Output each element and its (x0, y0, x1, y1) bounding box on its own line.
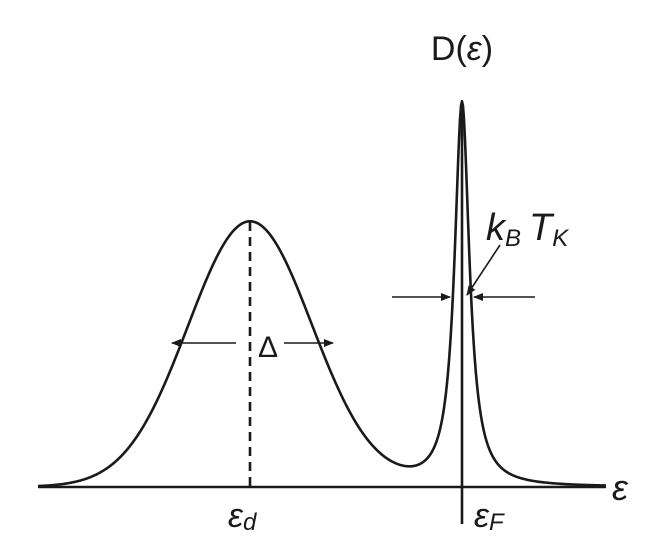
dos-curve (37, 99, 607, 488)
dos-axis-label: D(ε) (431, 30, 493, 68)
ef-label: εF (474, 497, 505, 536)
ed-label: εd (228, 497, 257, 536)
kondo-pointer-arrow (466, 244, 501, 296)
kondo-label: kB TK (486, 207, 569, 252)
delta-label: Δ (258, 331, 278, 364)
energy-axis-label: ε (612, 467, 629, 508)
